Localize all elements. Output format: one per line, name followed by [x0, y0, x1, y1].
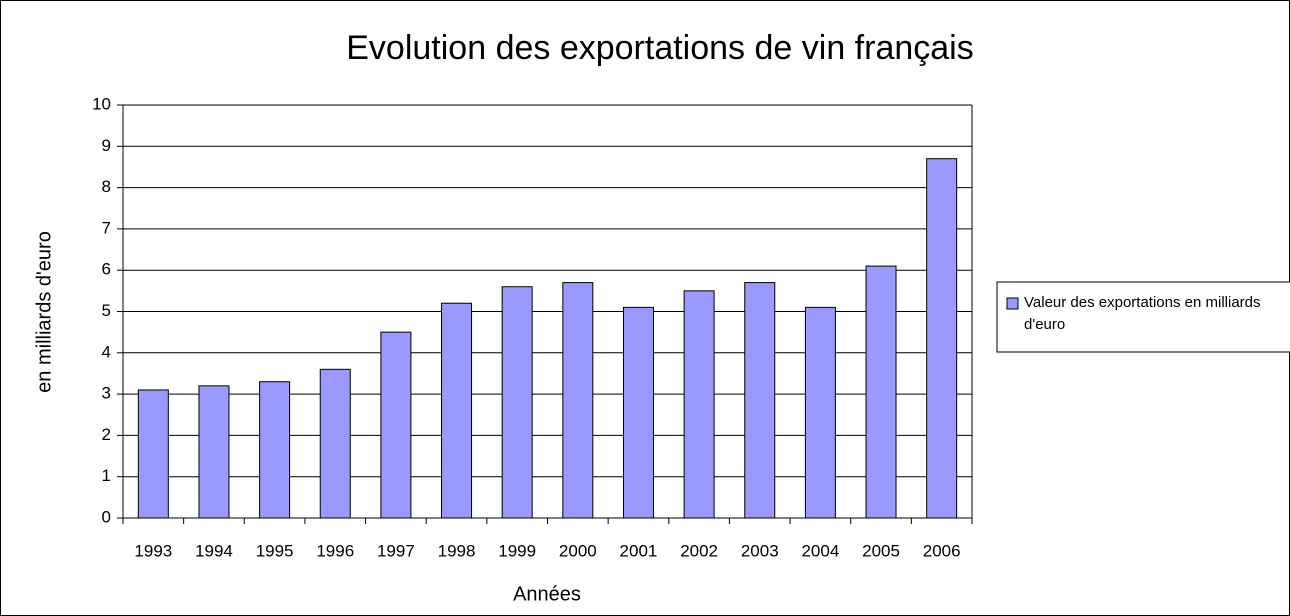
x-tick-label: 2000	[559, 541, 597, 560]
bar	[683, 290, 715, 519]
bar	[319, 368, 351, 519]
y-tick-label: 1	[102, 466, 111, 485]
y-tick-label: 8	[102, 177, 111, 196]
x-tick-label: 2003	[741, 541, 779, 560]
bar	[926, 158, 958, 519]
x-tick-label: 1999	[498, 541, 536, 560]
x-axis-label: Années	[513, 583, 581, 605]
y-tick-label: 10	[92, 94, 111, 113]
bar	[198, 385, 230, 519]
bar	[137, 389, 169, 519]
bar	[380, 331, 412, 519]
y-tick-label: 3	[102, 384, 111, 403]
legend-swatch	[1006, 297, 1019, 310]
x-tick-label: 2002	[680, 541, 718, 560]
x-tick-label: 1993	[134, 541, 172, 560]
bar	[259, 381, 291, 519]
x-tick-label: 2006	[923, 541, 961, 560]
y-tick-label: 2	[102, 425, 111, 444]
bar	[562, 282, 594, 519]
x-tick-label: 1996	[316, 541, 354, 560]
x-tick-label: 1997	[377, 541, 415, 560]
chart-title: Evolution des exportations de vin frança…	[346, 29, 973, 67]
y-tick-label: 7	[102, 218, 111, 237]
legend-box	[996, 281, 1290, 353]
y-axis-label: en milliards d'euro	[33, 231, 55, 393]
x-tick-label: 1994	[195, 541, 233, 560]
x-tick-label: 2005	[862, 541, 900, 560]
bar	[441, 302, 473, 519]
bar	[804, 306, 836, 519]
legend-entry: Valeur des exportations en milliards d'e…	[1024, 294, 1261, 333]
bar	[501, 286, 533, 519]
y-tick-label: 6	[102, 260, 111, 279]
x-tick-label: 1998	[438, 541, 476, 560]
y-tick-label: 0	[102, 507, 111, 526]
y-tick-label: 9	[102, 136, 111, 155]
bar	[622, 306, 654, 519]
x-tick-label: 2001	[620, 541, 658, 560]
legend-label: Valeur des exportations en milliards d'e…	[1024, 294, 1261, 333]
bar	[744, 282, 776, 519]
x-tick-label: 2004	[801, 541, 839, 560]
y-tick-label: 4	[102, 342, 111, 361]
x-tick-label: 1995	[256, 541, 294, 560]
bar	[865, 265, 897, 519]
y-tick-label: 5	[102, 301, 111, 320]
